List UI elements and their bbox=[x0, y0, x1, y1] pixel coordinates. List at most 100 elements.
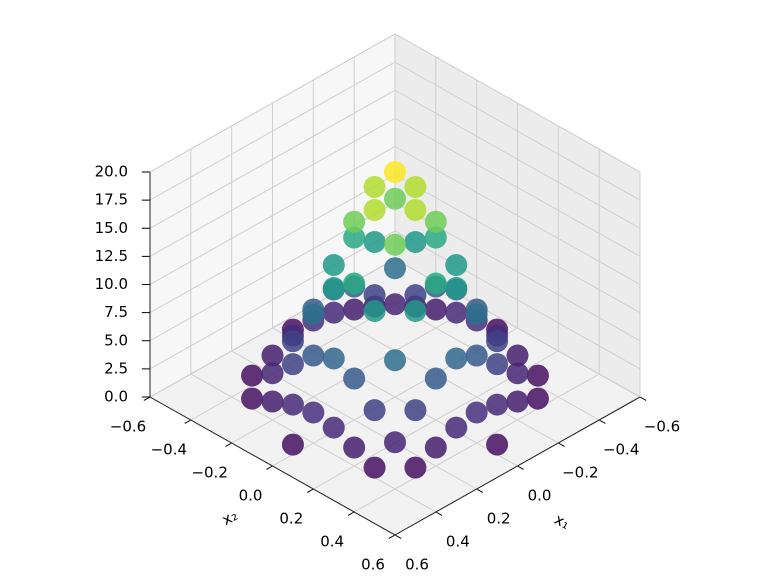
point bbox=[322, 347, 345, 370]
point bbox=[486, 393, 509, 416]
grid-line bbox=[394, 230, 641, 370]
point bbox=[302, 344, 325, 367]
point bbox=[241, 364, 264, 387]
x-tick-label: 0.2 bbox=[487, 510, 511, 528]
grid-line bbox=[149, 89, 396, 229]
grid-line bbox=[149, 230, 396, 370]
tick-mark bbox=[347, 511, 355, 516]
grid-line bbox=[149, 117, 396, 257]
point bbox=[445, 416, 468, 439]
point bbox=[384, 161, 406, 183]
point bbox=[445, 277, 468, 300]
y-tick-label: −0.4 bbox=[151, 441, 187, 459]
point bbox=[465, 344, 488, 367]
point bbox=[322, 416, 345, 439]
point bbox=[343, 210, 366, 233]
point bbox=[281, 330, 304, 353]
grid-line bbox=[394, 117, 641, 257]
point bbox=[261, 344, 284, 367]
tick-mark bbox=[266, 465, 273, 470]
point bbox=[281, 393, 304, 416]
point bbox=[526, 364, 549, 387]
tick-mark bbox=[184, 419, 192, 424]
point bbox=[343, 298, 366, 321]
point bbox=[241, 387, 264, 410]
grid-line bbox=[394, 61, 641, 201]
y-tick-label: 0.0 bbox=[239, 487, 263, 505]
grid-line bbox=[149, 146, 396, 285]
points bbox=[241, 161, 549, 479]
point bbox=[322, 301, 345, 324]
tick-mark bbox=[306, 488, 314, 493]
point bbox=[384, 187, 406, 210]
point bbox=[486, 330, 509, 353]
point bbox=[424, 272, 447, 295]
point bbox=[384, 431, 406, 454]
grid-line bbox=[149, 33, 396, 173]
tick-mark bbox=[517, 465, 524, 470]
point bbox=[486, 353, 509, 376]
z-tick-label: 15.0 bbox=[95, 219, 128, 237]
point bbox=[363, 284, 386, 307]
grid-line bbox=[149, 174, 396, 314]
z-tick-label: 17.5 bbox=[95, 191, 128, 209]
y-axis-line bbox=[149, 396, 396, 536]
point bbox=[343, 367, 366, 390]
point bbox=[363, 175, 386, 198]
point bbox=[526, 387, 549, 410]
tick-mark bbox=[476, 488, 484, 493]
point bbox=[261, 362, 284, 385]
point bbox=[404, 231, 427, 254]
point bbox=[506, 344, 529, 367]
point bbox=[506, 390, 529, 413]
point bbox=[486, 433, 509, 456]
point bbox=[445, 301, 468, 324]
point bbox=[384, 293, 406, 316]
point bbox=[404, 300, 427, 323]
point bbox=[261, 390, 284, 413]
point bbox=[384, 349, 406, 372]
point bbox=[424, 210, 447, 233]
tick-mark bbox=[639, 396, 647, 401]
tick-mark bbox=[435, 511, 443, 516]
tick-mark bbox=[388, 534, 396, 539]
point bbox=[424, 436, 447, 459]
x-tick-label: 0.0 bbox=[528, 487, 552, 505]
z-tick-label: 12.5 bbox=[95, 247, 128, 265]
point bbox=[363, 231, 386, 254]
point bbox=[404, 284, 427, 307]
point bbox=[302, 303, 325, 326]
point bbox=[404, 175, 427, 198]
y-axis-label: x₂ bbox=[219, 506, 241, 529]
tick-mark bbox=[558, 442, 565, 447]
labels: x₁ x₂ −0.6−0.4−0.20.00.20.40.6−0.6−0.4−0… bbox=[95, 163, 681, 574]
x-tick-label: 0.6 bbox=[405, 556, 429, 574]
grid-line bbox=[353, 373, 600, 513]
point bbox=[424, 298, 447, 321]
point bbox=[424, 367, 447, 390]
point bbox=[404, 198, 427, 221]
point bbox=[465, 401, 488, 424]
tick-mark bbox=[143, 396, 151, 401]
z-tick-label: 20.0 bbox=[95, 163, 128, 181]
point bbox=[384, 233, 406, 256]
y-tick-label: 0.6 bbox=[361, 556, 385, 574]
tick-mark bbox=[394, 534, 402, 539]
point bbox=[445, 254, 468, 277]
point bbox=[281, 433, 304, 456]
x-axis-label: x₁ bbox=[551, 510, 573, 533]
point bbox=[363, 456, 386, 479]
point bbox=[465, 303, 488, 326]
grid-line bbox=[394, 174, 641, 314]
point bbox=[322, 254, 345, 277]
z-tick-label: 5.0 bbox=[104, 331, 128, 349]
grid-line bbox=[394, 89, 641, 229]
z-tick-label: 10.0 bbox=[95, 275, 128, 293]
grid-line bbox=[394, 146, 641, 285]
point bbox=[343, 436, 366, 459]
grid-line bbox=[394, 33, 641, 173]
point bbox=[404, 399, 427, 422]
point bbox=[363, 198, 386, 221]
point bbox=[281, 353, 304, 376]
point bbox=[302, 401, 325, 424]
